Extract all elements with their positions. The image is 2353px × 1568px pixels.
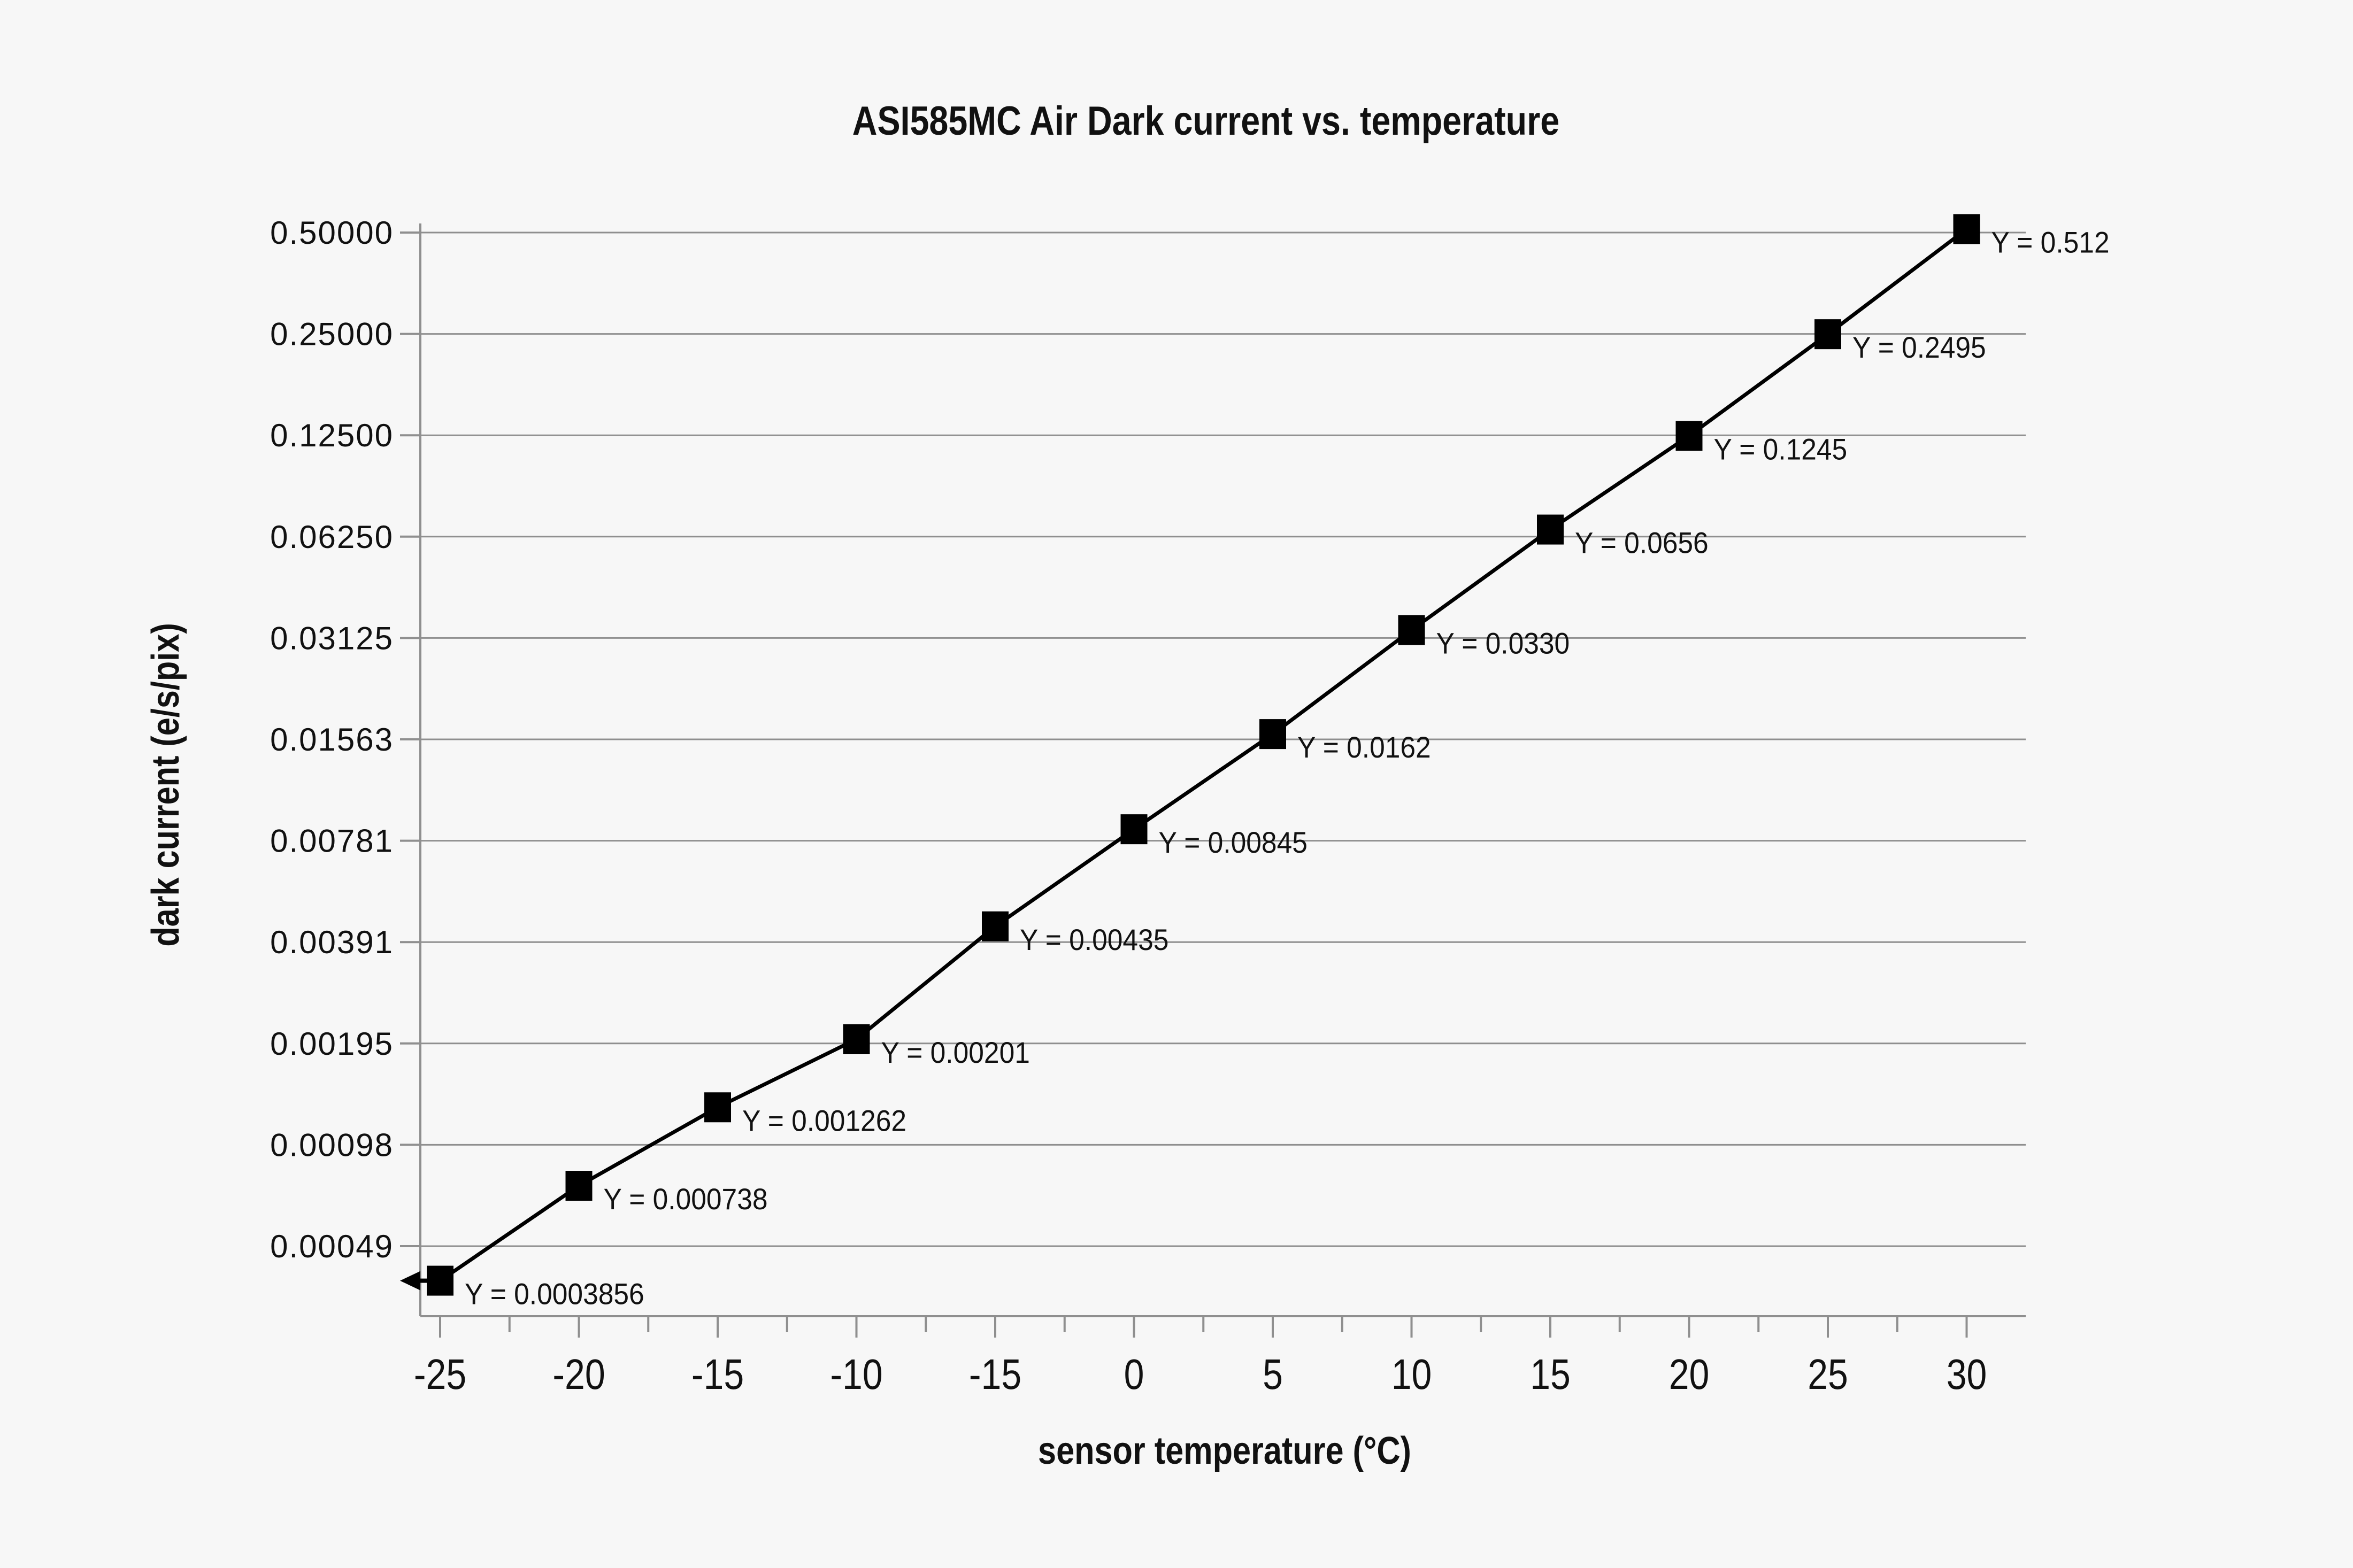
data-point-label: Y = 0.512 (1991, 226, 2110, 259)
data-point-marker (565, 1171, 593, 1201)
data-point-label: Y = 0.0162 (1297, 730, 1431, 764)
y-tick-label: 0.00781 (270, 823, 394, 859)
data-series-layer (427, 214, 1980, 1296)
y-tick-label: 0.01563 (270, 722, 394, 758)
data-point-marker (843, 1024, 870, 1054)
data-point-marker (704, 1092, 731, 1123)
data-point-marker (1537, 514, 1564, 545)
data-point-label: Y = 0.000738 (604, 1182, 768, 1216)
x-tick-label: 5 (1263, 1350, 1283, 1398)
y-tick-label: 0.00098 (270, 1127, 394, 1163)
x-tick-label: -10 (830, 1350, 882, 1398)
data-point-label: Y = 0.0003856 (465, 1277, 644, 1311)
axes-layer (419, 223, 2026, 1317)
data-point-marker (1120, 814, 1148, 845)
x-tick-label: -15 (969, 1350, 1021, 1398)
x-tick-label: 15 (1530, 1350, 1571, 1398)
y-tick-label: 0.00391 (270, 924, 394, 960)
data-point-marker (427, 1265, 453, 1296)
data-point-marker (1953, 214, 1980, 244)
data-point-label: Y = 0.2495 (1852, 330, 1986, 364)
gridlines-layer: 0.50000 0.25000 0.12500 0.06250 0.03125 0.015… (270, 215, 2026, 1264)
x-tick-label: 10 (1391, 1350, 1432, 1398)
y-tick-label: 0.00195 (270, 1026, 394, 1062)
data-point-marker (982, 911, 1009, 941)
x-ticks-layer: -25 -20 -15 -10 -15 0 5 10 15 20 25 30 (414, 1316, 1987, 1398)
data-point-marker (1398, 615, 1425, 645)
y-tick-label: 0.50000 (270, 215, 394, 251)
x-tick-label: 30 (1947, 1350, 1987, 1398)
x-tick-label: -15 (691, 1350, 744, 1398)
data-point-marker (1259, 719, 1286, 750)
arrow-left-icon (400, 1271, 420, 1291)
x-tick-label: 20 (1669, 1350, 1710, 1398)
y-tick-label: 0.03125 (270, 620, 394, 656)
annotation-layer (400, 1271, 428, 1291)
data-line (439, 227, 1968, 1283)
data-point-label: Y = 0.1245 (1714, 432, 1848, 466)
y-tick-label: 0.25000 (270, 316, 394, 352)
y-tick-label: 0.06250 (270, 519, 394, 555)
data-point-label: Y = 0.0656 (1575, 526, 1709, 560)
data-point-label: Y = 0.00435 (1020, 923, 1168, 956)
point-labels-layer: Y = 0.0003856 Y = 0.000738 Y = 0.001262 Y =… (465, 226, 2110, 1311)
x-tick-label: 0 (1124, 1350, 1144, 1398)
data-point-marker (1675, 421, 1703, 451)
chart-title: ASI585MC Air Dark current vs. temperatur… (852, 98, 1559, 144)
y-axis-title: dark current (e/s/pix) (144, 623, 187, 946)
data-point-label: Y = 0.0330 (1436, 626, 1570, 660)
data-point-label: Y = 0.00201 (881, 1036, 1030, 1069)
x-axis-title: sensor temperature (°C) (1038, 1430, 1411, 1472)
data-point-marker (1814, 319, 1841, 350)
y-tick-label: 0.00049 (270, 1229, 394, 1264)
y-tick-label: 0.12500 (270, 418, 394, 453)
x-tick-label: -20 (552, 1350, 605, 1398)
data-point-label: Y = 0.00845 (1159, 825, 1308, 859)
data-point-label: Y = 0.001262 (742, 1103, 906, 1137)
x-tick-label: -25 (414, 1350, 466, 1398)
x-tick-label: 25 (1808, 1350, 1848, 1398)
